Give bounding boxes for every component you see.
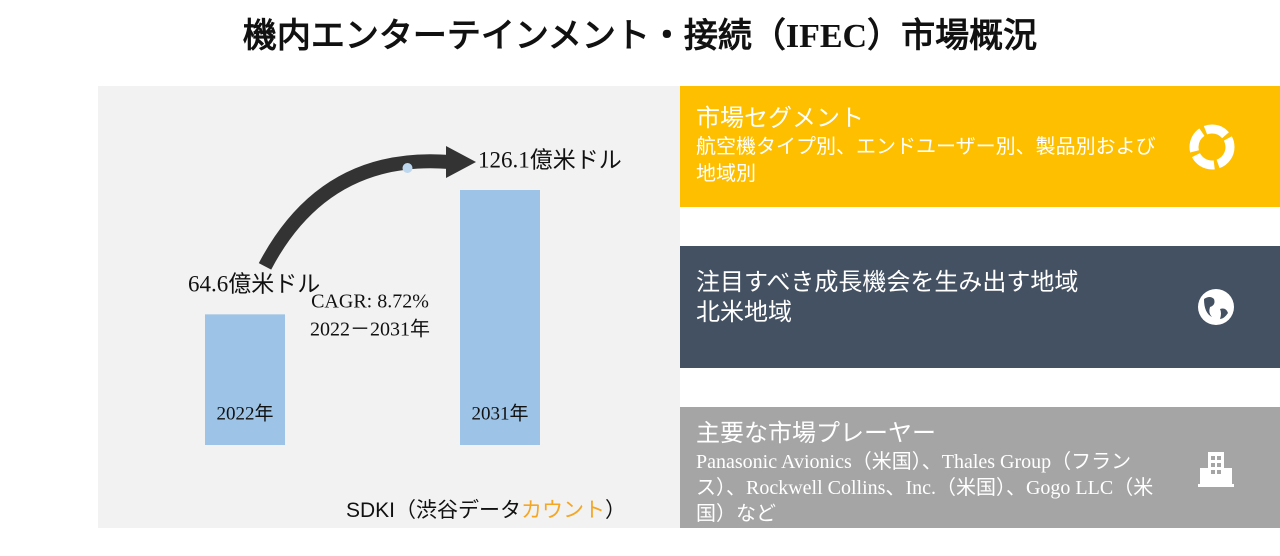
category-label: 2031年 [471, 402, 528, 424]
panel-title: 注目すべき成長機会を生み出す地域 [696, 270, 1079, 296]
panel-body: 航空機タイプ別、エンドユーザー別、製品別および地域別 [696, 136, 1156, 185]
chart: 2022年 64.6億米ドル 2031年 126.1億米ドル CAGR: 8.72% 20… [188, 146, 622, 445]
panel: 注目すべき成長機会を生み出す地域 北米地域 [680, 246, 1280, 368]
cagr-period: 2022－2031年 [310, 318, 430, 341]
source-text: ） [605, 499, 627, 522]
arrow [258, 154, 451, 270]
panel-title: 主要な市場プレーヤー [696, 421, 936, 447]
source-highlight: カウント [521, 499, 606, 522]
source-text: SDKI（渋谷データ [346, 499, 522, 522]
category-label: 2022年 [216, 402, 273, 424]
source: SDKI（渋谷データカウント） [346, 494, 626, 524]
arrow-head [446, 146, 476, 178]
panel: 主要な市場プレーヤー Panasonic Avionics（米国）、Thales… [680, 407, 1280, 528]
panel: 市場セグメント 航空機タイプ別、エンドユーザー別、製品別および地域別 [680, 86, 1280, 207]
icon [1198, 451, 1234, 487]
panel-body: 北米地域 [696, 300, 792, 326]
arrow-dot [402, 163, 413, 173]
title: 機内エンターテインメント・接続（IFEC）市場概況 [242, 18, 1038, 55]
icon [1189, 124, 1235, 169]
bar [205, 314, 285, 445]
icon [1198, 289, 1234, 325]
value-label: 64.6億米ドル [188, 272, 320, 297]
panel-body: Panasonic Avionics（米国）、Thales Group（フランス… [696, 451, 1154, 525]
value-label: 126.1億米ドル [478, 147, 622, 172]
cagr-label: CAGR: 8.72% [311, 291, 429, 313]
panel-title: 市場セグメント [696, 106, 864, 132]
chart-area: 2022年 64.6億米ドル 2031年 126.1億米ドル CAGR: 8.72% 20… [98, 86, 680, 528]
bar [460, 190, 540, 445]
